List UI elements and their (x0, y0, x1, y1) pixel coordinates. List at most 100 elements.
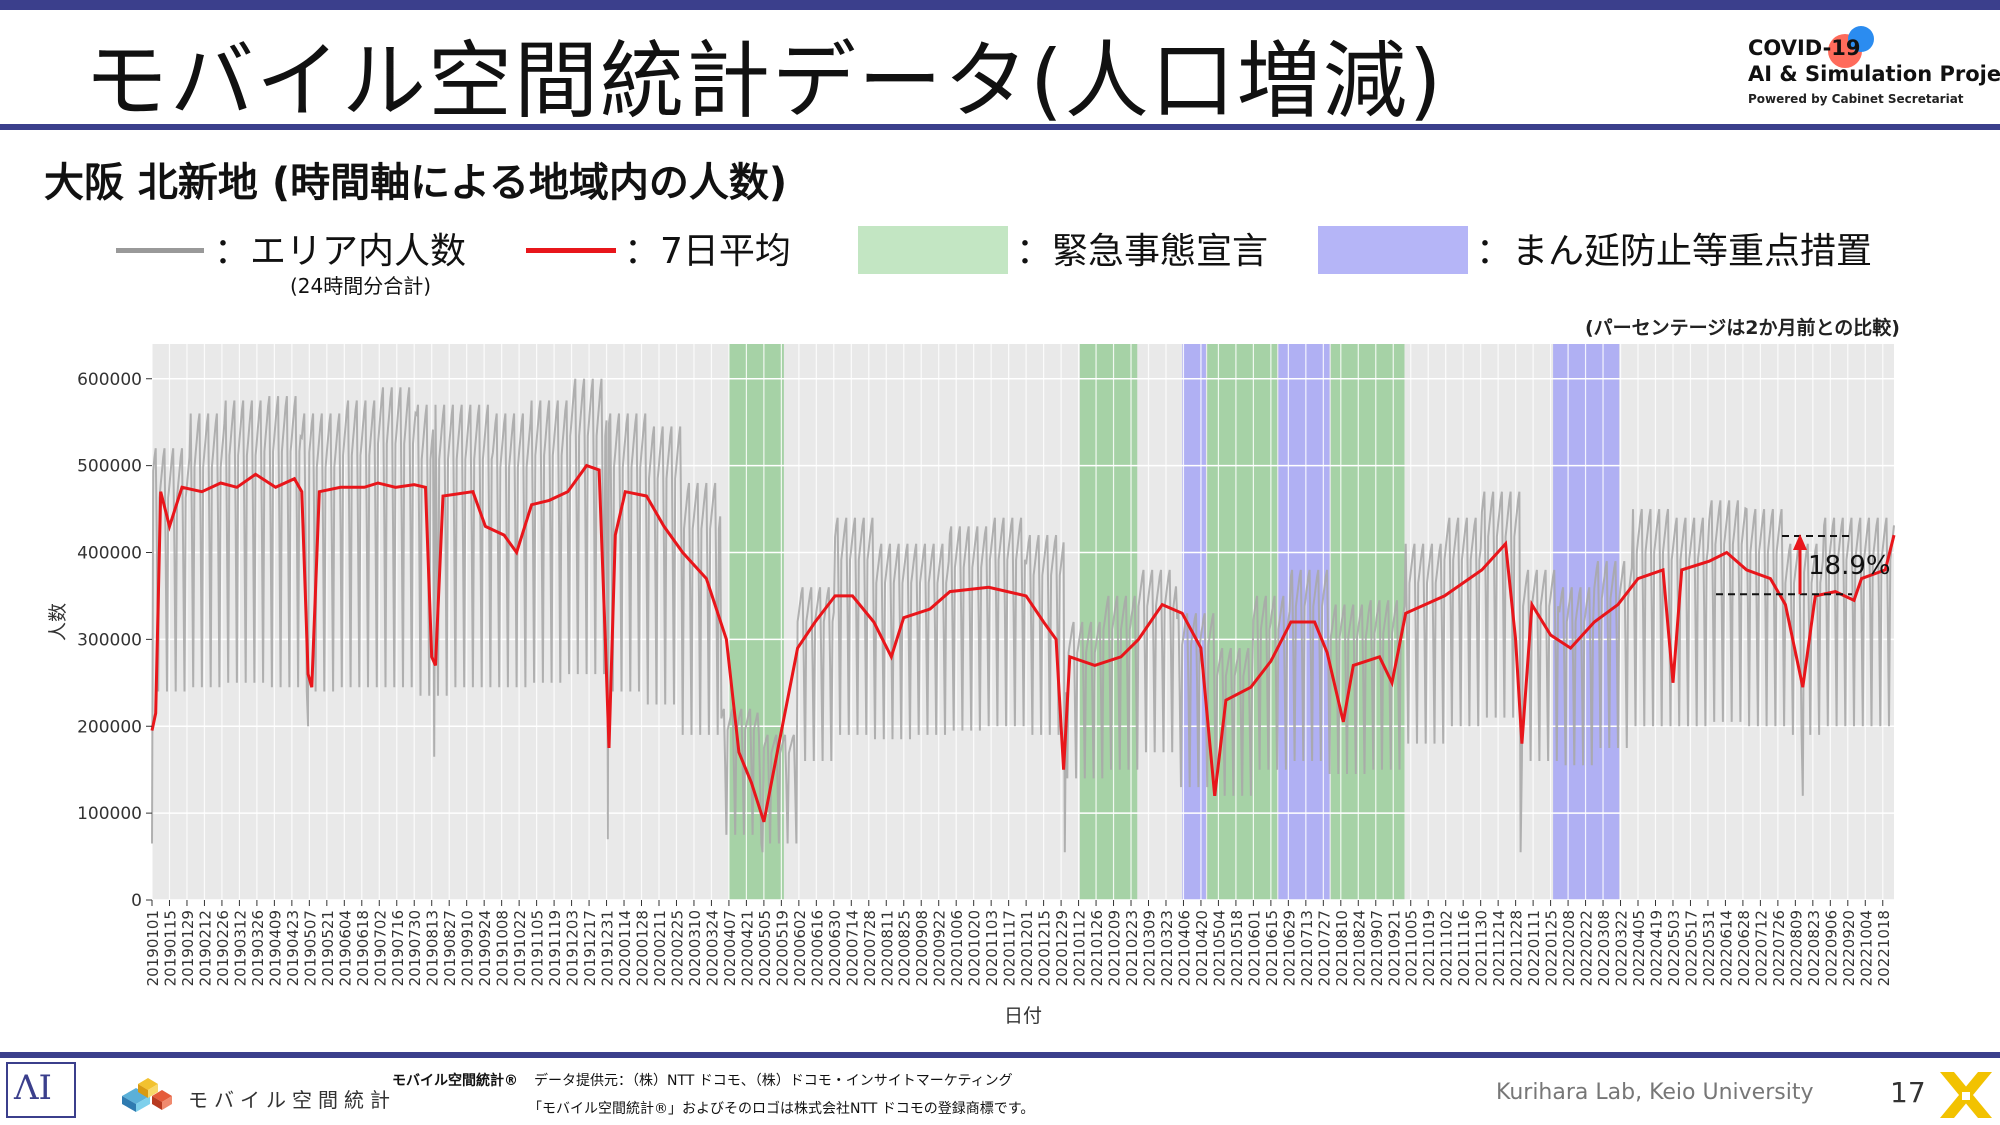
x-tick-label: 20190507 (301, 910, 319, 986)
x-tick-label: 20210420 (1193, 910, 1211, 986)
x-tick-label: 20201006 (948, 910, 966, 986)
covid-project-logo: COVID-19 AI & Simulation Project Powered… (1748, 26, 2000, 114)
legend-raw-label: ：エリア内人数 (214, 231, 467, 272)
x-tick-label: 20220517 (1682, 910, 1700, 986)
x-tick-label: 20201215 (1036, 910, 1054, 986)
x-tick-label: 20210601 (1245, 910, 1263, 986)
x-tick-label: 20200310 (686, 910, 704, 986)
x-tick-label: 20220322 (1613, 910, 1631, 986)
x-tick-label: 20190326 (249, 910, 267, 986)
x-tick-label: 20220712 (1752, 910, 1770, 986)
x-tick-label: 20210209 (1106, 910, 1124, 986)
y-tick-label: 600000 (77, 370, 142, 390)
x-tick-label: 20200728 (861, 910, 879, 986)
x-tick-label: 20210504 (1210, 910, 1228, 986)
x-tick-label: 20210406 (1175, 910, 1193, 986)
x-tick-label: 20191231 (599, 910, 617, 986)
x-tick-label: 20210615 (1263, 910, 1281, 986)
emergency-band (728, 344, 784, 900)
x-tick-label: 20200616 (808, 910, 826, 986)
x-tick-label: 20210518 (1228, 910, 1246, 986)
x-tick-label: 20211214 (1490, 910, 1508, 986)
top-accent-bar (0, 0, 2000, 10)
population-chart: 0 100000 200000 300000 400000 500000 600000 201… (47, 316, 1900, 1027)
mobile-stats-brand-text: モバイル空間統計 (188, 1088, 396, 1112)
x-tick-label: 20210921 (1385, 910, 1403, 986)
x-tick-label: 20190423 (284, 910, 302, 986)
x-tick-label: 20190226 (214, 910, 232, 986)
x-tick-label: 20200324 (703, 910, 721, 986)
x-tick-label: 20191203 (564, 910, 582, 986)
y-tick-label: 100000 (77, 804, 142, 824)
x-tick-label: 20220809 (1787, 910, 1805, 986)
x-tick-label: 20221004 (1857, 910, 1875, 986)
mobile-stats-cube-icon (122, 1078, 172, 1112)
x-tick-label: 20200225 (668, 910, 686, 986)
logo-line3: Powered by Cabinet Secretariat (1748, 92, 1964, 106)
x-tick-label: 20190618 (354, 910, 372, 986)
x-tick-label: 20210629 (1280, 910, 1298, 986)
x-tick-label: 20190129 (179, 910, 197, 986)
x-tick-label: 20220208 (1560, 910, 1578, 986)
x-tick-label: 20191119 (546, 910, 564, 986)
x-tick-label: 20190101 (144, 910, 162, 986)
x-tick-label: 20200922 (931, 910, 949, 986)
x-tick-label: 20220823 (1805, 910, 1823, 986)
x-tick-label: 20200128 (634, 910, 652, 986)
x-tick-label: 20211130 (1473, 910, 1491, 986)
x-tick-label: 20200714 (843, 910, 861, 986)
x-tick-label: 20210824 (1350, 910, 1368, 986)
x-tick-label: 20220726 (1770, 910, 1788, 986)
x-tick-label: 20220503 (1665, 910, 1683, 986)
x-tick-label: 20220419 (1647, 910, 1665, 986)
legend-emergency-swatch (858, 226, 1008, 274)
y-axis-label: 人数 (47, 603, 69, 641)
x-tick-label: 20190115 (161, 910, 179, 986)
logo-line1: COVID-19 (1748, 36, 1861, 60)
y-tick-label: 300000 (77, 630, 142, 650)
annotation-arrow-head (1793, 533, 1807, 550)
x-tick-label: 20210309 (1140, 910, 1158, 986)
x-tick-label: 20220125 (1543, 910, 1561, 986)
x-tick-label: 20211005 (1403, 910, 1421, 986)
footer-data-provider: データ提供元：（株）NTT ドコモ、（株）ドコモ・インサイトマーケティング (534, 1073, 1013, 1089)
x-tick-label: 20210126 (1088, 910, 1106, 986)
x-tick-label: 20211116 (1455, 910, 1473, 986)
x-tick-label: 20221018 (1875, 910, 1893, 986)
x-tick-label: 20211019 (1420, 910, 1438, 986)
x-tick-label: 20200211 (651, 910, 669, 986)
footer-trademark: 「モバイル空間統計®」およびそのロゴは株式会社NTT ドコモの登録商標です。 (528, 1101, 1035, 1117)
page-number: 17 (1890, 1076, 1926, 1109)
x-tick-label: 20210223 (1123, 910, 1141, 986)
x-tick-label: 20210727 (1315, 910, 1333, 986)
x-tick-label: 20200811 (878, 910, 896, 986)
x-tick-label: 20190409 (266, 910, 284, 986)
header-divider (0, 124, 2000, 130)
x-tick-label: 20191217 (581, 910, 599, 986)
x-tick-label: 20190910 (459, 910, 477, 986)
x-tick-label: 20190521 (319, 910, 337, 986)
x-tick-label: 20220920 (1840, 910, 1858, 986)
y-tick-label: 0 (131, 891, 142, 911)
x-tick-label: 20200630 (826, 910, 844, 986)
y-tick-label: 200000 (77, 717, 142, 737)
x-tick-label: 20190924 (476, 910, 494, 986)
x-tick-label: 20191008 (494, 910, 512, 986)
x-tick-label: 20201103 (983, 910, 1001, 986)
legend-raw-note: (24時間分合計) (290, 274, 432, 298)
x-tick-label: 20220906 (1822, 910, 1840, 986)
x-tick-label: 20210907 (1368, 910, 1386, 986)
y-tick-label: 500000 (77, 457, 142, 477)
x-tick-label: 20190730 (406, 910, 424, 986)
series-raw-line (151, 378, 1895, 853)
annotation-label: 18.9% (1808, 551, 1891, 581)
x-tick-label: 20200505 (756, 910, 774, 986)
legend-semi-swatch (1318, 226, 1468, 274)
keio-x-logo-icon (1940, 1072, 1992, 1118)
x-tick-label: 20200908 (913, 910, 931, 986)
x-tick-label: 20190813 (424, 910, 442, 986)
x-tick-label: 20200825 (896, 910, 914, 986)
x-tick-label: 20200602 (791, 910, 809, 986)
x-tick-label: 20190716 (389, 910, 407, 986)
x-tick-label: 20200421 (738, 910, 756, 986)
